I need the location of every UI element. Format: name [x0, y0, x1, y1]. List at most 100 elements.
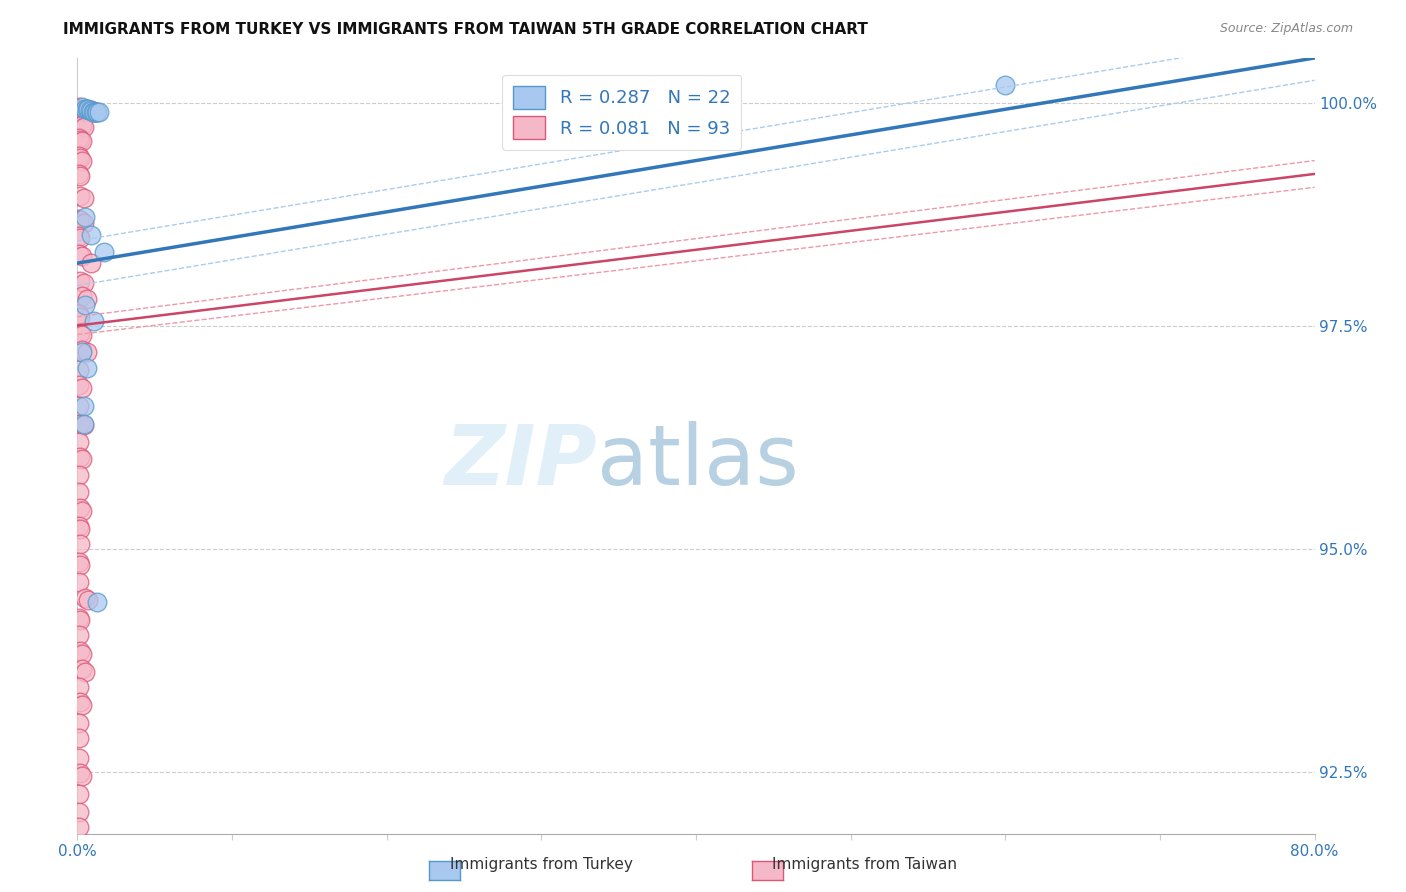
- Point: [75, 665, 96, 679]
- Point: [83, 104, 105, 119]
- Point: [67, 149, 90, 163]
- Point: [69, 766, 91, 780]
- Point: [72, 216, 94, 230]
- Point: [67, 434, 90, 449]
- Point: [67, 229, 90, 244]
- Point: [86, 105, 108, 120]
- Point: [69, 613, 91, 627]
- Point: [69, 873, 91, 888]
- Point: [72, 191, 94, 205]
- Point: [86, 595, 108, 609]
- Point: [67, 805, 90, 819]
- Point: [67, 131, 90, 145]
- Point: [70, 289, 93, 303]
- Text: IMMIGRANTS FROM TURKEY VS IMMIGRANTS FROM TAIWAN 5TH GRADE CORRELATION CHART: IMMIGRANTS FROM TURKEY VS IMMIGRANTS FRO…: [63, 22, 868, 37]
- Point: [67, 751, 90, 765]
- Point: [70, 102, 93, 116]
- Point: [69, 450, 91, 464]
- Point: [67, 731, 90, 745]
- Point: [84, 105, 107, 120]
- Point: [70, 100, 93, 114]
- Point: [72, 103, 94, 117]
- Point: [67, 840, 90, 855]
- Point: [67, 628, 90, 642]
- Point: [72, 417, 94, 431]
- Text: Source: ZipAtlas.com: Source: ZipAtlas.com: [1219, 22, 1353, 36]
- Point: [69, 501, 91, 516]
- Text: atlas: atlas: [598, 421, 799, 502]
- Point: [67, 519, 90, 533]
- Point: [70, 118, 93, 132]
- Point: [83, 314, 105, 328]
- Point: [75, 103, 96, 118]
- Point: [69, 213, 91, 227]
- Point: [69, 189, 91, 203]
- Point: [69, 695, 91, 709]
- Point: [67, 787, 90, 801]
- Point: [83, 104, 105, 119]
- Point: [70, 662, 93, 676]
- Point: [67, 467, 90, 482]
- Point: [67, 858, 90, 872]
- Text: ZIP: ZIP: [444, 421, 598, 502]
- Point: [67, 100, 90, 114]
- Legend: R = 0.287   N = 22, R = 0.081   N = 93: R = 0.287 N = 22, R = 0.081 N = 93: [502, 75, 741, 150]
- Point: [69, 133, 91, 147]
- Point: [70, 249, 93, 263]
- Point: [67, 363, 90, 377]
- Point: [70, 134, 93, 148]
- Point: [80, 103, 103, 117]
- Point: [67, 211, 90, 226]
- Point: [67, 575, 90, 590]
- Point: [80, 228, 103, 243]
- Point: [87, 105, 110, 120]
- Point: [69, 169, 91, 183]
- Point: [82, 104, 104, 119]
- Point: [76, 292, 98, 306]
- Point: [72, 120, 94, 134]
- Point: [67, 247, 90, 261]
- Point: [76, 104, 98, 119]
- Point: [69, 537, 91, 551]
- Point: [72, 104, 94, 119]
- Point: [69, 310, 91, 324]
- Point: [80, 256, 103, 270]
- Point: [79, 103, 101, 118]
- Point: [70, 345, 93, 359]
- Point: [69, 644, 91, 658]
- Point: [70, 698, 93, 712]
- Point: [75, 210, 96, 224]
- Point: [70, 504, 93, 518]
- Point: [70, 327, 93, 342]
- Point: [70, 769, 93, 783]
- Point: [77, 593, 100, 607]
- Point: [70, 343, 93, 357]
- Point: [67, 555, 90, 569]
- Text: Immigrants from Turkey: Immigrants from Turkey: [450, 857, 633, 872]
- Point: [72, 418, 94, 433]
- Point: [69, 522, 91, 536]
- Point: [70, 381, 93, 395]
- Text: Immigrants from Taiwan: Immigrants from Taiwan: [772, 857, 957, 872]
- Point: [67, 611, 90, 625]
- Point: [80, 103, 103, 118]
- Point: [84, 104, 107, 119]
- Point: [79, 103, 101, 117]
- Point: [69, 558, 91, 572]
- Point: [76, 360, 98, 375]
- Point: [77, 103, 100, 117]
- Point: [72, 399, 94, 413]
- Point: [69, 417, 91, 431]
- Point: [67, 820, 90, 834]
- Point: [69, 231, 91, 245]
- Point: [76, 102, 98, 116]
- Point: [75, 102, 96, 116]
- Point: [69, 151, 91, 165]
- Point: [77, 102, 100, 116]
- Point: [75, 298, 96, 312]
- Point: [76, 345, 98, 359]
- Point: [82, 103, 104, 118]
- Point: [69, 326, 91, 340]
- Point: [70, 153, 93, 168]
- Point: [72, 276, 94, 290]
